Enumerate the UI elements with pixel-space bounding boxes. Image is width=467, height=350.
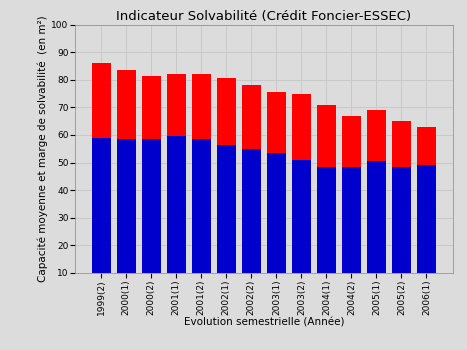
Bar bbox=[367, 161, 386, 273]
Bar bbox=[417, 127, 436, 165]
Bar bbox=[217, 145, 236, 273]
Bar bbox=[292, 160, 311, 273]
Bar bbox=[292, 93, 311, 160]
Bar bbox=[117, 70, 136, 139]
Bar bbox=[417, 165, 436, 273]
Title: Indicateur Solvabilité (Crédit Foncier-ESSEC): Indicateur Solvabilité (Crédit Foncier-E… bbox=[116, 10, 411, 23]
Bar bbox=[142, 76, 161, 139]
Bar bbox=[342, 116, 361, 167]
Bar bbox=[317, 105, 336, 167]
Bar bbox=[142, 139, 161, 273]
Bar bbox=[167, 136, 186, 273]
Bar bbox=[92, 63, 111, 138]
Bar bbox=[242, 149, 261, 273]
Bar bbox=[367, 110, 386, 161]
Bar bbox=[192, 74, 211, 139]
Bar bbox=[167, 74, 186, 136]
Bar bbox=[392, 167, 411, 273]
X-axis label: Evolution semestrielle (Année): Evolution semestrielle (Année) bbox=[184, 318, 344, 328]
Bar bbox=[242, 85, 261, 149]
Bar bbox=[267, 92, 286, 153]
Bar bbox=[92, 138, 111, 273]
Bar bbox=[342, 167, 361, 273]
Bar bbox=[192, 139, 211, 273]
Bar bbox=[317, 167, 336, 273]
Bar bbox=[267, 153, 286, 273]
Y-axis label: Capacité moyenne et marge de solvabilité  (en m²): Capacité moyenne et marge de solvabilité… bbox=[38, 15, 49, 282]
Bar bbox=[392, 121, 411, 167]
Bar bbox=[217, 78, 236, 145]
Bar bbox=[117, 139, 136, 273]
